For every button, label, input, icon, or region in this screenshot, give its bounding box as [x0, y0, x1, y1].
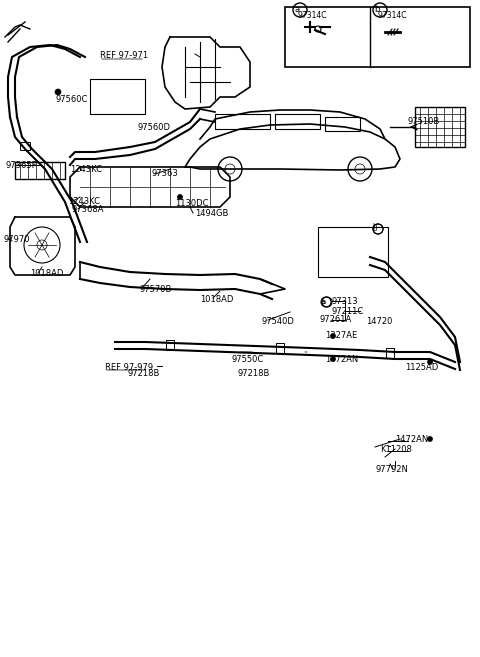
Bar [415, 107, 465, 147]
Bar [276, 343, 284, 353]
Text: 1472AN: 1472AN [325, 355, 358, 363]
Bar [166, 340, 174, 350]
Circle shape [331, 334, 336, 338]
Text: 97211C: 97211C [332, 307, 364, 315]
Text: 1130DC: 1130DC [175, 200, 208, 208]
Text: 1018AD: 1018AD [30, 269, 63, 279]
Text: 97363: 97363 [152, 170, 179, 179]
Text: 97540D: 97540D [262, 317, 295, 325]
Bar [275, 114, 320, 129]
Text: 97313: 97313 [332, 296, 359, 306]
Text: 1243KC: 1243KC [70, 166, 102, 175]
Text: 97560C: 97560C [55, 95, 87, 104]
Text: 97368A: 97368A [72, 206, 105, 214]
Bar [386, 348, 394, 358]
Text: 1018AD: 1018AD [200, 294, 233, 304]
Text: REF 97-979: REF 97-979 [105, 363, 153, 371]
Text: 97550C: 97550C [232, 355, 264, 363]
Text: 97792N: 97792N [375, 464, 408, 474]
Bar [318, 227, 388, 277]
Bar [215, 114, 270, 129]
Text: K11208: K11208 [380, 445, 412, 453]
Circle shape [55, 89, 61, 95]
Text: 14720: 14720 [366, 317, 392, 325]
Circle shape [428, 359, 432, 365]
Text: 97314C: 97314C [298, 12, 327, 20]
Text: 97560D: 97560D [138, 122, 171, 131]
Text: a: a [321, 299, 325, 305]
Text: b: b [374, 5, 380, 14]
Bar [325, 117, 360, 131]
Text: 97510B: 97510B [408, 118, 440, 127]
Text: b: b [373, 223, 377, 229]
Circle shape [178, 194, 182, 200]
Circle shape [331, 357, 336, 361]
Text: 97970: 97970 [3, 235, 29, 244]
Text: 1472AN: 1472AN [395, 434, 428, 443]
Text: 97314C: 97314C [378, 12, 408, 20]
Circle shape [428, 436, 432, 442]
Bar [20, 142, 30, 150]
Text: b: b [373, 226, 377, 232]
Text: REF 97-971: REF 97-971 [100, 51, 148, 60]
Text: 1494GB: 1494GB [195, 210, 228, 219]
Text: 97261A: 97261A [320, 315, 352, 325]
Bar [285, 7, 470, 67]
Text: 97218B: 97218B [238, 369, 270, 378]
Text: 97365F: 97365F [5, 160, 36, 170]
Bar [90, 79, 145, 114]
Text: 97570B: 97570B [140, 284, 172, 294]
Text: a: a [294, 5, 300, 14]
Text: a: a [322, 299, 326, 305]
Text: 1327AE: 1327AE [325, 332, 357, 340]
Text: 1243KC: 1243KC [68, 196, 100, 206]
Text: 1125AD: 1125AD [405, 363, 438, 371]
Text: 97218B: 97218B [128, 369, 160, 378]
